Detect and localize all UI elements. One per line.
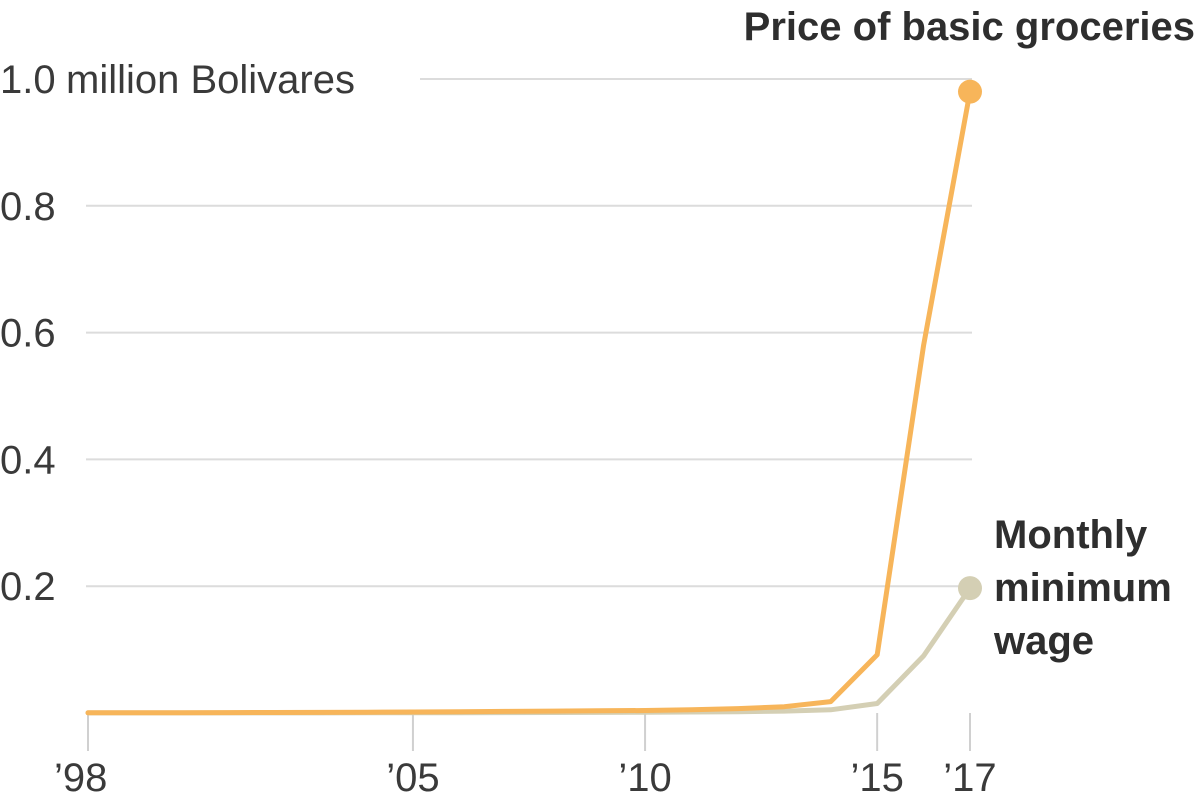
series-lines xyxy=(85,79,982,716)
x-tick-label: ’15 xyxy=(850,756,903,800)
x-tick-label: ’10 xyxy=(618,756,671,800)
series-endpoint-0 xyxy=(958,576,982,601)
y-tick-label: 1.0 xyxy=(0,58,56,102)
x-axis-ticks: ’98 ’05 ’10 ’15 ’17 xyxy=(54,713,997,800)
gridlines xyxy=(86,78,972,588)
x-tick-label: ’98 xyxy=(54,756,107,800)
series-labels: Monthly minimum wage Price of basic groceri… xyxy=(744,5,1195,663)
y-tick-label: 0.2 xyxy=(0,565,56,609)
y-tick-label: 0.6 xyxy=(0,312,56,356)
x-tick-label: ’05 xyxy=(386,756,439,800)
series-label-line: minimum xyxy=(994,566,1172,610)
series-label-line: Monthly xyxy=(994,513,1148,557)
y-axis-ticks: 1.0 million Bolivares 0.8 0.6 0.4 0.2 xyxy=(0,58,355,609)
series-endpoint-1 xyxy=(958,79,982,104)
y-unit-label: million Bolivares xyxy=(66,58,355,102)
y-tick-label: 0.4 xyxy=(0,438,56,482)
series-label-line: wage xyxy=(993,619,1094,663)
y-tick-label: 0.8 xyxy=(0,185,56,229)
series-line-1 xyxy=(85,89,973,716)
x-tick-label: ’17 xyxy=(943,756,996,800)
series-label-line: Price of basic groceries xyxy=(744,5,1195,49)
